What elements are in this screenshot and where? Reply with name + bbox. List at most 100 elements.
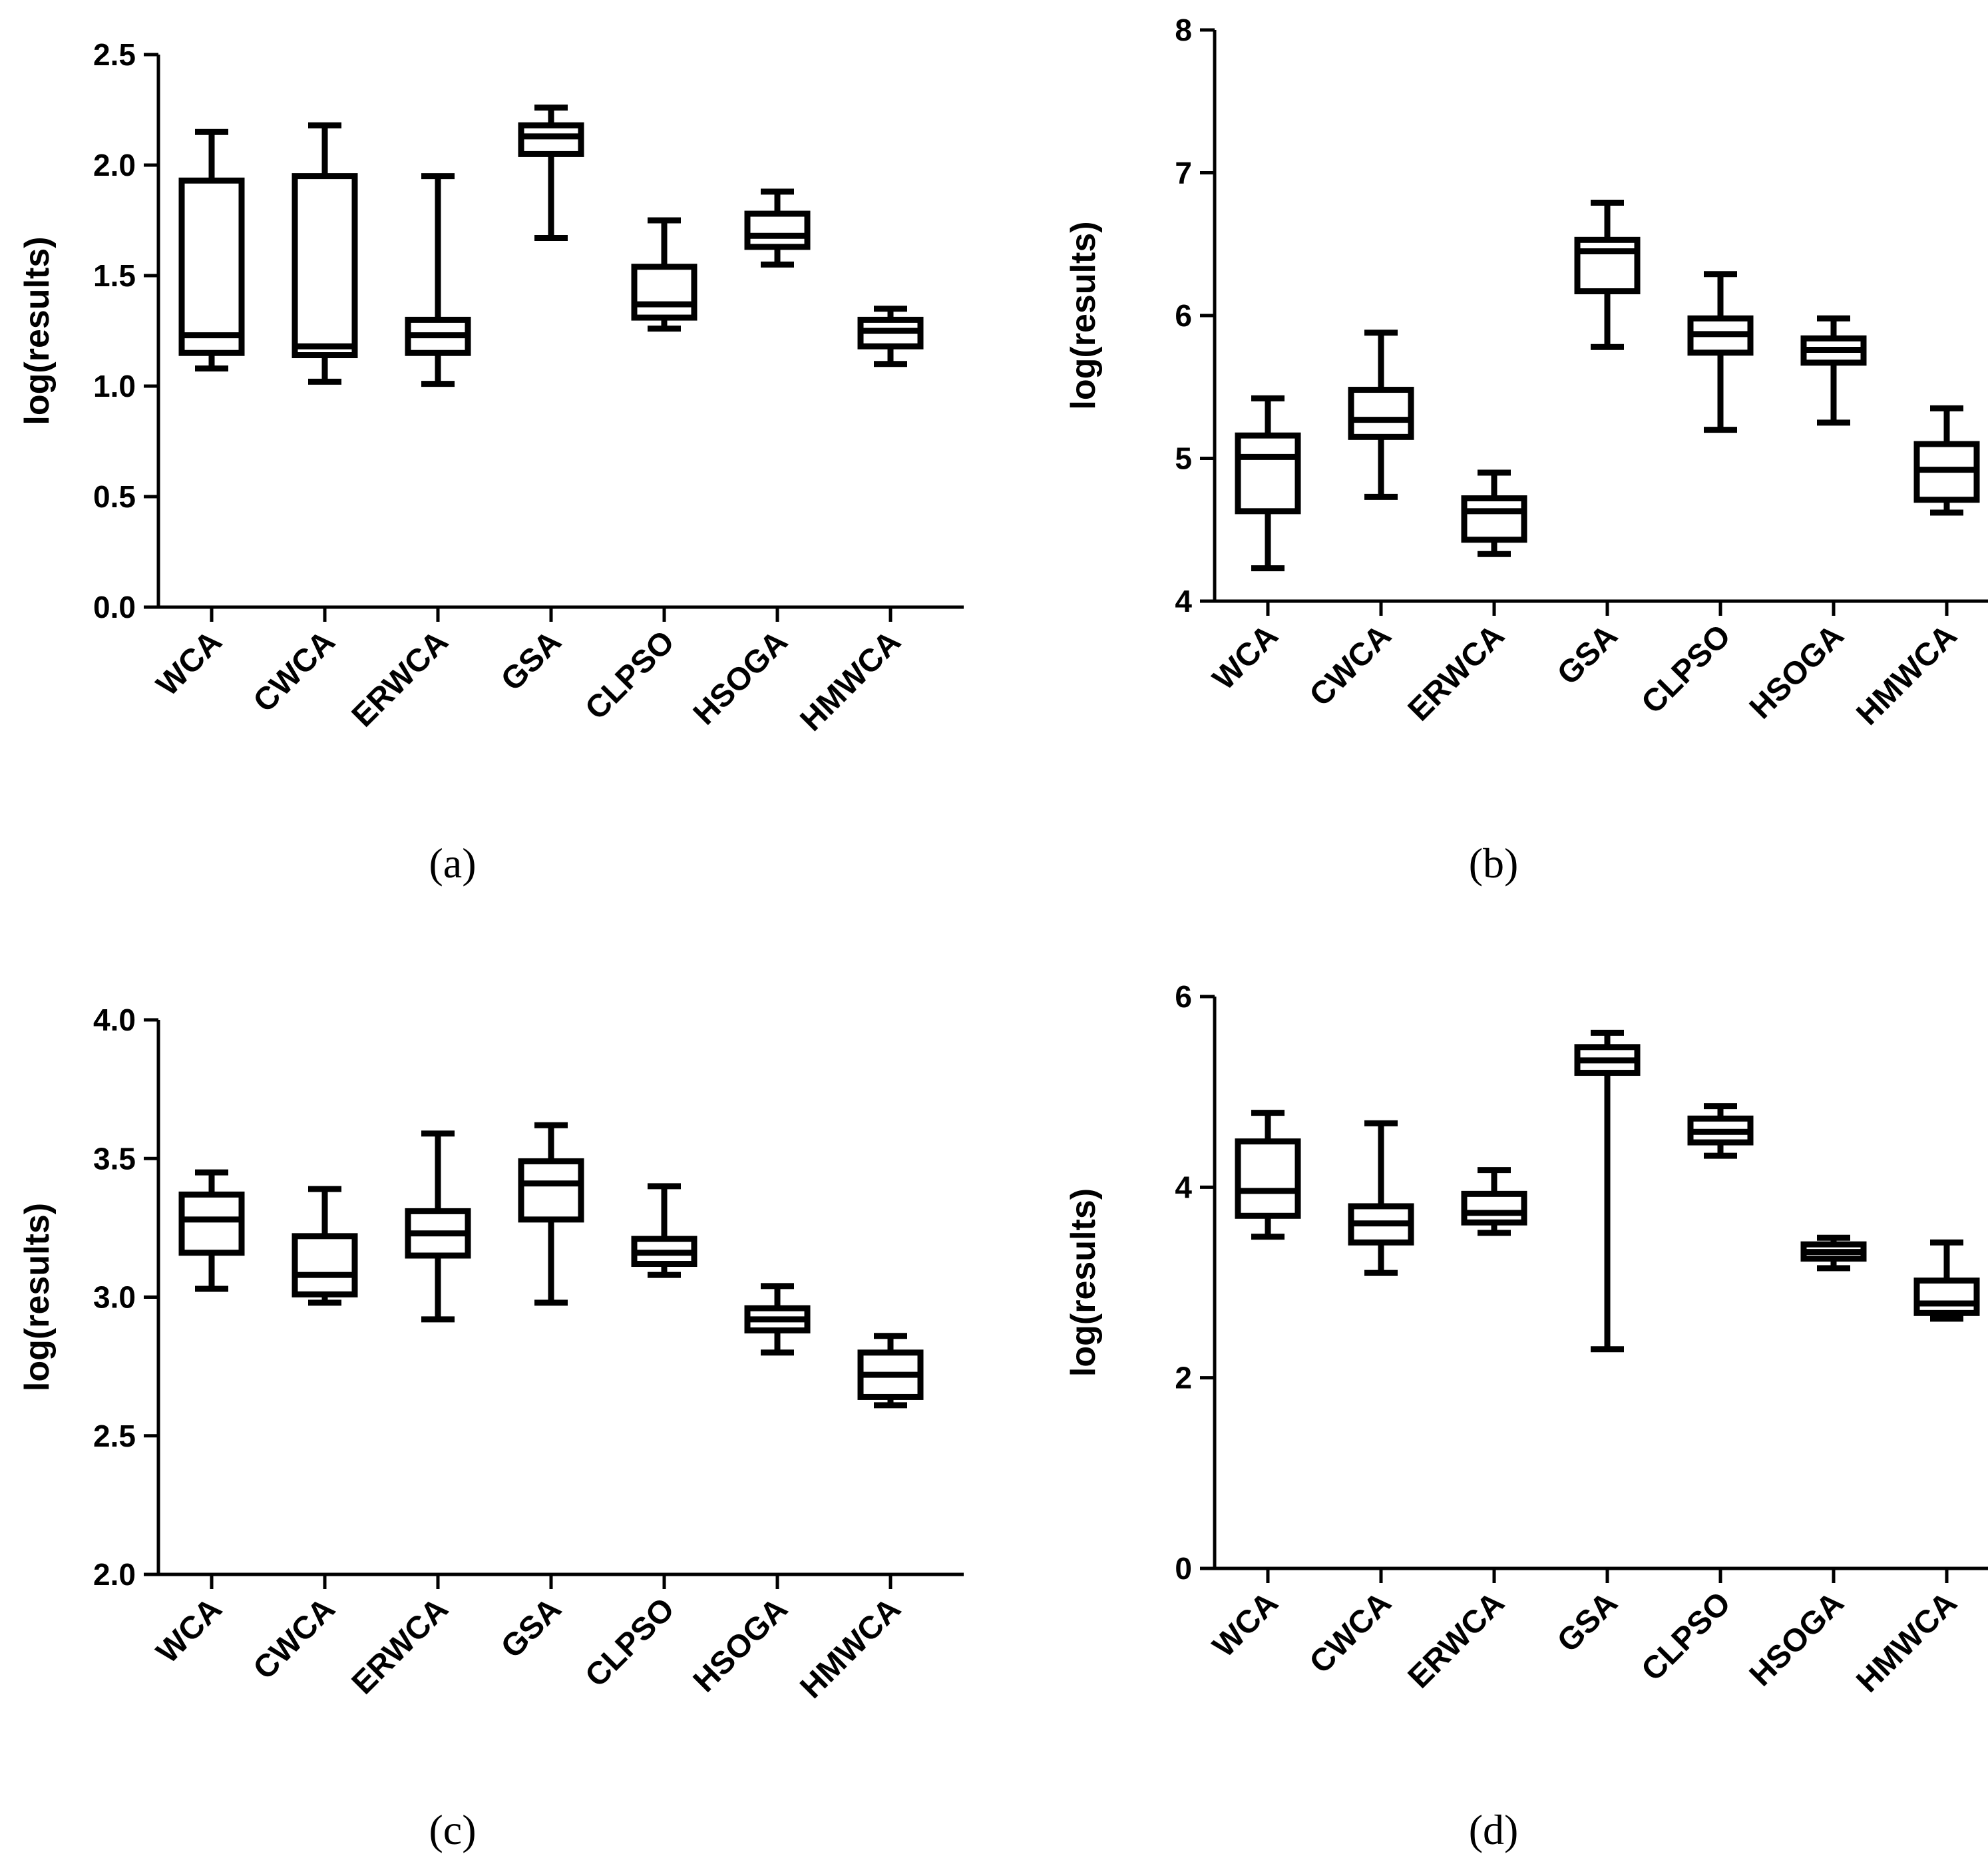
iqr-box <box>744 210 811 250</box>
y-tick-label: 2.0 <box>93 148 136 182</box>
iqr-box <box>178 1191 245 1256</box>
category-label: ERWCA <box>345 1591 455 1701</box>
iqr-box <box>1235 432 1301 515</box>
box-hsoga <box>744 1283 811 1356</box>
category-label: WCA <box>1206 1585 1285 1664</box>
panel-caption: (d) <box>1469 1806 1519 1853</box>
y-axis-title: log(results) <box>1064 1188 1103 1377</box>
category-label: HSOGA <box>687 624 795 732</box>
y-tick-label: 2.5 <box>93 1419 136 1453</box>
category-label: CWCA <box>1303 618 1398 713</box>
y-tick-label: 1.5 <box>93 258 136 293</box>
box-hmwca <box>857 306 924 367</box>
category-label: GSA <box>1551 1585 1625 1659</box>
box-cwca <box>292 1186 358 1306</box>
box-wca <box>1235 1110 1301 1240</box>
box-wca <box>1235 395 1301 572</box>
category-label: GSA <box>1551 618 1625 692</box>
box-hsoga <box>744 188 811 268</box>
box-erwca <box>405 1130 471 1323</box>
category-label: HSOGA <box>1743 1585 1851 1693</box>
box-gsa <box>1574 200 1641 350</box>
panel-caption: (c) <box>429 1806 476 1853</box>
category-label: CLPSO <box>1635 1585 1737 1688</box>
category-label: HMWCA <box>1850 618 1963 732</box>
box-clpso <box>631 217 697 332</box>
category-label: WCA <box>150 624 229 703</box>
iqr-box <box>292 1233 358 1297</box>
category-label: HSOGA <box>1743 618 1851 726</box>
category-label: HSOGA <box>687 1591 795 1699</box>
category-label: ERWCA <box>345 624 455 734</box>
box-erwca <box>405 173 471 387</box>
box-cwca <box>1348 330 1414 500</box>
y-tick-label: 3.0 <box>93 1280 136 1315</box>
category-label: WCA <box>1206 618 1285 697</box>
box-wca <box>178 128 245 371</box>
iqr-box <box>518 122 584 157</box>
box-gsa <box>518 1122 584 1306</box>
y-tick-label: 2.0 <box>93 1557 136 1592</box>
category-label: CWCA <box>247 624 342 719</box>
y-axis-title: log(results) <box>18 236 57 425</box>
category-label: CWCA <box>1303 1585 1398 1680</box>
y-tick-label: 6 <box>1175 298 1192 333</box>
panel-a: 0.0 0.5 1.0 1.5 2.0 2.5 log(results) WCA CWCA ERW… <box>18 37 964 887</box>
y-tick-label: 0 <box>1175 1551 1192 1586</box>
box-hmwca <box>857 1333 924 1409</box>
category-label: GSA <box>495 624 568 698</box>
box-cwca <box>1348 1120 1414 1276</box>
box-hsoga <box>1800 315 1867 426</box>
box-erwca <box>1461 469 1527 557</box>
y-tick-label: 0.5 <box>93 479 136 514</box>
iqr-box <box>1348 387 1414 440</box>
category-label: CLPSO <box>578 1591 681 1694</box>
y-tick-label: 2 <box>1175 1361 1192 1395</box>
y-tick-label: 5 <box>1175 441 1192 476</box>
y-tick-label: 4.0 <box>93 1003 136 1037</box>
category-label: GSA <box>495 1591 568 1665</box>
box-clpso <box>1687 271 1754 433</box>
iqr-box <box>178 177 245 356</box>
category-label: HMWCA <box>793 624 907 738</box>
panel-c: 2.0 2.5 3.0 3.5 4.0 log(results) WCA CWCA ERWCA G… <box>18 1003 964 1853</box>
y-axis-title: log(results) <box>1064 221 1103 409</box>
category-label: CWCA <box>247 1591 342 1686</box>
box-cwca <box>292 122 358 385</box>
iqr-box <box>518 1158 584 1223</box>
y-tick-label: 6 <box>1175 979 1192 1014</box>
panel-caption: (a) <box>429 839 476 887</box>
iqr-box <box>1913 1278 1980 1316</box>
box-hsoga <box>1800 1234 1867 1272</box>
y-tick-label: 1.0 <box>93 369 136 403</box>
iqr-box <box>1235 1138 1301 1219</box>
panel-d: 0 2 4 6 log(results) WCA CWCA ERWCA GSA CLPSO HSOG… <box>1064 979 1988 1853</box>
panel-caption: (b) <box>1469 839 1519 887</box>
y-tick-label: 8 <box>1175 13 1192 47</box>
y-axis-title: log(results) <box>18 1203 57 1391</box>
y-tick-label: 3.5 <box>93 1141 136 1176</box>
category-label: WCA <box>150 1591 229 1670</box>
category-label: ERWCA <box>1402 1585 1511 1695</box>
y-tick-label: 4 <box>1175 1170 1192 1204</box>
box-gsa <box>518 105 584 242</box>
box-hmwca <box>1913 1239 1980 1322</box>
panel-b: 4 5 6 7 8 log(results) WCA CWCA ERWCA GSA CLPSO HSO… <box>1064 13 1988 887</box>
box-wca <box>178 1169 245 1292</box>
box-clpso <box>1687 1103 1754 1159</box>
category-label: CLPSO <box>1635 618 1737 720</box>
y-tick-label: 7 <box>1175 156 1192 190</box>
category-label: HMWCA <box>793 1591 907 1705</box>
iqr-box <box>292 173 358 359</box>
iqr-box <box>631 264 697 321</box>
iqr-box <box>1574 236 1641 295</box>
box-hmwca <box>1913 405 1980 516</box>
y-tick-label: 0.0 <box>93 590 136 624</box>
y-tick-label: 4 <box>1175 584 1192 618</box>
y-tick-label: 2.5 <box>93 37 136 72</box>
iqr-box <box>1461 495 1527 543</box>
category-label: ERWCA <box>1402 618 1511 728</box>
category-label: CLPSO <box>578 624 681 726</box>
box-gsa <box>1574 1029 1641 1353</box>
